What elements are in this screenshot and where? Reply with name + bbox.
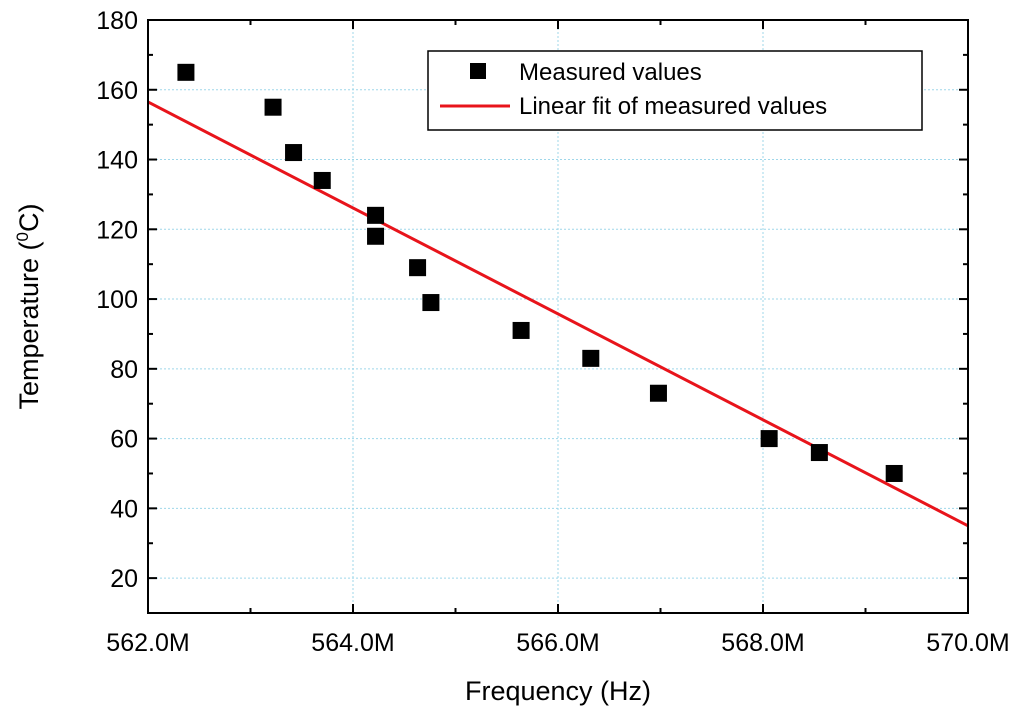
data-point — [367, 206, 385, 224]
data-point — [264, 98, 282, 116]
y-axis-title: Temperature (0C) — [13, 203, 44, 409]
data-point — [409, 259, 427, 277]
data-point — [582, 349, 600, 367]
data-point — [285, 144, 303, 162]
y-tick-label: 180 — [96, 7, 138, 35]
legend-square-marker — [470, 63, 486, 79]
x-tick-label: 564.0M — [311, 629, 394, 657]
data-point — [313, 171, 331, 189]
y-tick-label: 100 — [96, 286, 138, 314]
x-tick-label: 566.0M — [516, 629, 599, 657]
fit-line-layer — [147, 100, 969, 528]
legend: Measured values Linear fit of measured v… — [427, 50, 923, 131]
data-points — [177, 63, 903, 482]
data-point — [367, 227, 385, 245]
data-point — [760, 430, 778, 448]
data-point — [810, 444, 828, 462]
data-point — [177, 63, 195, 81]
y-tick-label: 60 — [110, 426, 138, 454]
legend-label-fit: Linear fit of measured values — [519, 93, 827, 120]
y-tick-label: 40 — [110, 495, 138, 523]
y-tick-label: 120 — [96, 216, 138, 244]
legend-label-measured: Measured values — [519, 59, 702, 86]
y-tick-label: 80 — [110, 356, 138, 384]
y-tick-label: 160 — [96, 77, 138, 105]
x-axis-title: Frequency (Hz) — [465, 676, 651, 706]
x-tick-label: 568.0M — [721, 629, 804, 657]
data-point — [649, 384, 667, 402]
y-tick-label: 140 — [96, 147, 138, 175]
x-tick-label: 562.0M — [106, 629, 189, 657]
legend-box — [427, 50, 923, 131]
axis-ticks: 562.0M 564.0M 566.0M 568.0M 570.0M 20 40 60 80 10… — [96, 7, 1009, 657]
data-point — [512, 321, 530, 339]
y-tick-label: 20 — [110, 565, 138, 593]
data-point — [885, 464, 903, 482]
x-tick-label: 570.0M — [926, 629, 1009, 657]
fit-line — [147, 100, 969, 528]
data-point — [422, 294, 440, 312]
